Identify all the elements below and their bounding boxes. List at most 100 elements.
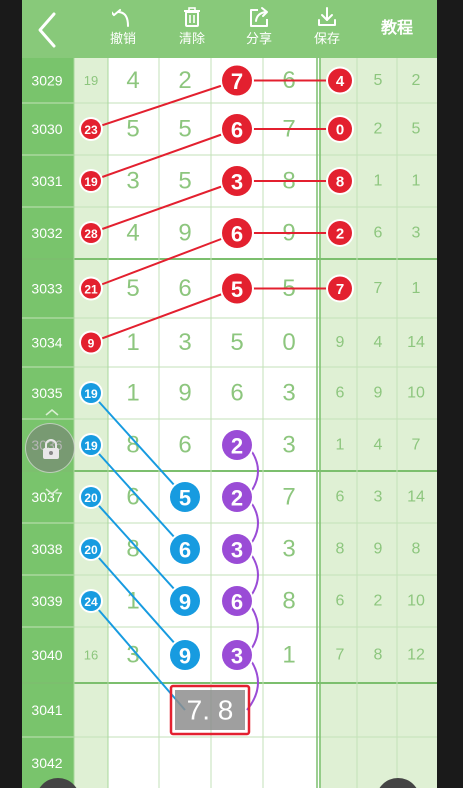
scroll-handle-right[interactable] bbox=[376, 778, 420, 788]
trash-icon bbox=[184, 7, 200, 27]
digit-cell: 3 bbox=[282, 432, 295, 459]
digit-cell: 4 bbox=[126, 67, 139, 94]
blue-digit-ball[interactable]: 9 bbox=[168, 584, 202, 618]
table-row[interactable]: 3035 1 9 6 3 6 9 10 bbox=[31, 380, 425, 407]
table-row[interactable]: 3042 bbox=[31, 755, 62, 771]
red-digit-ball[interactable]: 6 bbox=[220, 112, 254, 146]
prediction-box[interactable]: 7. 8 bbox=[169, 684, 251, 736]
ball-number: 21 bbox=[84, 283, 98, 297]
ball-fill bbox=[170, 640, 200, 670]
ball-fill bbox=[328, 276, 352, 301]
table-row[interactable]: 3038 8 3 8 9 8 bbox=[31, 536, 420, 563]
chevron-up-icon[interactable] bbox=[44, 404, 60, 416]
digit-cell: 6 bbox=[126, 484, 139, 511]
left-stat-ball[interactable]: 19 bbox=[79, 381, 103, 405]
ball-number: 6 bbox=[179, 538, 191, 563]
back-button[interactable] bbox=[32, 10, 66, 50]
blue-link-line bbox=[90, 496, 186, 602]
right-stat-value: 6 bbox=[336, 489, 345, 506]
right-stat-value: 6 bbox=[374, 225, 383, 242]
left-stat-ball[interactable]: 20 bbox=[79, 537, 103, 561]
purple-digit-ball[interactable]: 3 bbox=[220, 532, 254, 566]
issue-number: 3037 bbox=[31, 489, 62, 505]
tutorial-button[interactable]: 教程 bbox=[380, 20, 413, 37]
lock-button[interactable] bbox=[25, 423, 75, 473]
right-stat-ball[interactable]: 2 bbox=[326, 219, 354, 247]
red-digit-ball[interactable]: 6 bbox=[220, 216, 254, 250]
digit-cell: 1 bbox=[282, 642, 295, 669]
right-stat-value: 2 bbox=[374, 121, 383, 138]
digit-cell: 5 bbox=[230, 329, 243, 356]
table-row[interactable]: 3037 6 7 6 3 14 bbox=[31, 484, 425, 511]
purple-digit-ball[interactable]: 2 bbox=[220, 428, 254, 462]
chevron-down-icon[interactable] bbox=[44, 484, 60, 496]
left-stat-ball[interactable]: 20 bbox=[79, 485, 103, 509]
clear-label: 清除 bbox=[178, 31, 205, 46]
right-stat-ball[interactable]: 8 bbox=[326, 167, 354, 195]
save-button[interactable]: 保存 bbox=[302, 4, 352, 54]
issue-number: 3030 bbox=[31, 121, 62, 137]
ball-number: 3 bbox=[231, 170, 243, 195]
issue-number: 3035 bbox=[31, 385, 62, 401]
right-stat-value: 9 bbox=[336, 334, 345, 351]
right-stat-value: 2 bbox=[412, 72, 421, 89]
ball-number: 19 bbox=[84, 439, 98, 453]
left-stat-ball[interactable]: 21 bbox=[79, 276, 103, 301]
issue-number: 3032 bbox=[31, 225, 62, 241]
right-stat-value: 7 bbox=[412, 437, 421, 454]
right-stat-ball[interactable]: 7 bbox=[326, 274, 354, 303]
ball-number: 4 bbox=[336, 73, 345, 90]
left-stat-ball[interactable]: 24 bbox=[79, 589, 103, 613]
right-stat-ball[interactable]: 0 bbox=[326, 115, 354, 143]
left-edge bbox=[0, 0, 22, 788]
blue-digit-ball[interactable]: 5 bbox=[168, 480, 202, 514]
table-row[interactable]: 3040 16 3 1 7 8 12 bbox=[31, 642, 425, 669]
left-stat-ball[interactable]: 19 bbox=[79, 169, 103, 193]
purple-digit-ball[interactable]: 2 bbox=[220, 480, 254, 514]
table-row[interactable]: 3041 bbox=[31, 702, 62, 718]
ball-fill bbox=[222, 640, 252, 670]
table-row[interactable]: 3031 3 5 8 1 1 bbox=[31, 168, 420, 195]
red-digit-ball[interactable]: 5 bbox=[220, 271, 254, 306]
red-link-line bbox=[90, 232, 238, 290]
left-stat-ball[interactable]: 28 bbox=[79, 221, 103, 245]
left-stat-ball[interactable]: 19 bbox=[79, 433, 103, 457]
right-stat-value: 1 bbox=[412, 280, 421, 297]
right-stat-value: 9 bbox=[374, 385, 383, 402]
table-row[interactable]: 3039 1 8 6 2 10 bbox=[31, 588, 425, 615]
ball-fill bbox=[222, 65, 252, 96]
digit-cell: 5 bbox=[126, 275, 139, 302]
purple-digit-ball[interactable]: 3 bbox=[220, 638, 254, 672]
ball-fill bbox=[222, 430, 252, 460]
undo-button[interactable]: 撤销 bbox=[98, 4, 148, 54]
ball-fill bbox=[222, 114, 252, 144]
ball-fill bbox=[81, 171, 101, 191]
right-stat-value: 14 bbox=[407, 489, 425, 506]
right-stat-value: 4 bbox=[374, 437, 383, 454]
blue-digit-ball[interactable]: 6 bbox=[168, 532, 202, 566]
digits-column bbox=[108, 58, 319, 788]
ball-number: 20 bbox=[84, 491, 98, 505]
table-row[interactable]: 3033 5 6 5 7 1 bbox=[31, 275, 420, 302]
digit-cell: 9 bbox=[178, 380, 191, 407]
digit-cell: 8 bbox=[282, 588, 295, 615]
table-row[interactable]: 3034 1 3 5 0 9 4 14 bbox=[31, 329, 425, 356]
red-digit-ball[interactable]: 7 bbox=[220, 63, 254, 98]
ball-number: 2 bbox=[336, 226, 344, 243]
ball-fill bbox=[81, 539, 101, 559]
issue-number: 3034 bbox=[31, 335, 62, 351]
right-stat-ball[interactable]: 4 bbox=[326, 66, 354, 95]
blue-digit-ball[interactable]: 9 bbox=[168, 638, 202, 672]
left-stat-ball[interactable]: 9 bbox=[79, 330, 103, 355]
red-digit-ball[interactable]: 3 bbox=[220, 164, 254, 198]
scroll-handle-left[interactable] bbox=[36, 778, 80, 788]
purple-digit-ball[interactable]: 6 bbox=[220, 584, 254, 618]
right-stat-value: 10 bbox=[407, 593, 425, 610]
prediction-value: 7. 8 bbox=[187, 695, 234, 726]
left-stat-ball[interactable]: 23 bbox=[79, 117, 103, 141]
clear-button[interactable]: 清除 bbox=[167, 4, 217, 54]
share-button[interactable]: 分享 bbox=[234, 4, 284, 54]
digit-cell: 1 bbox=[126, 329, 139, 356]
digit-cell: 6 bbox=[178, 275, 191, 302]
